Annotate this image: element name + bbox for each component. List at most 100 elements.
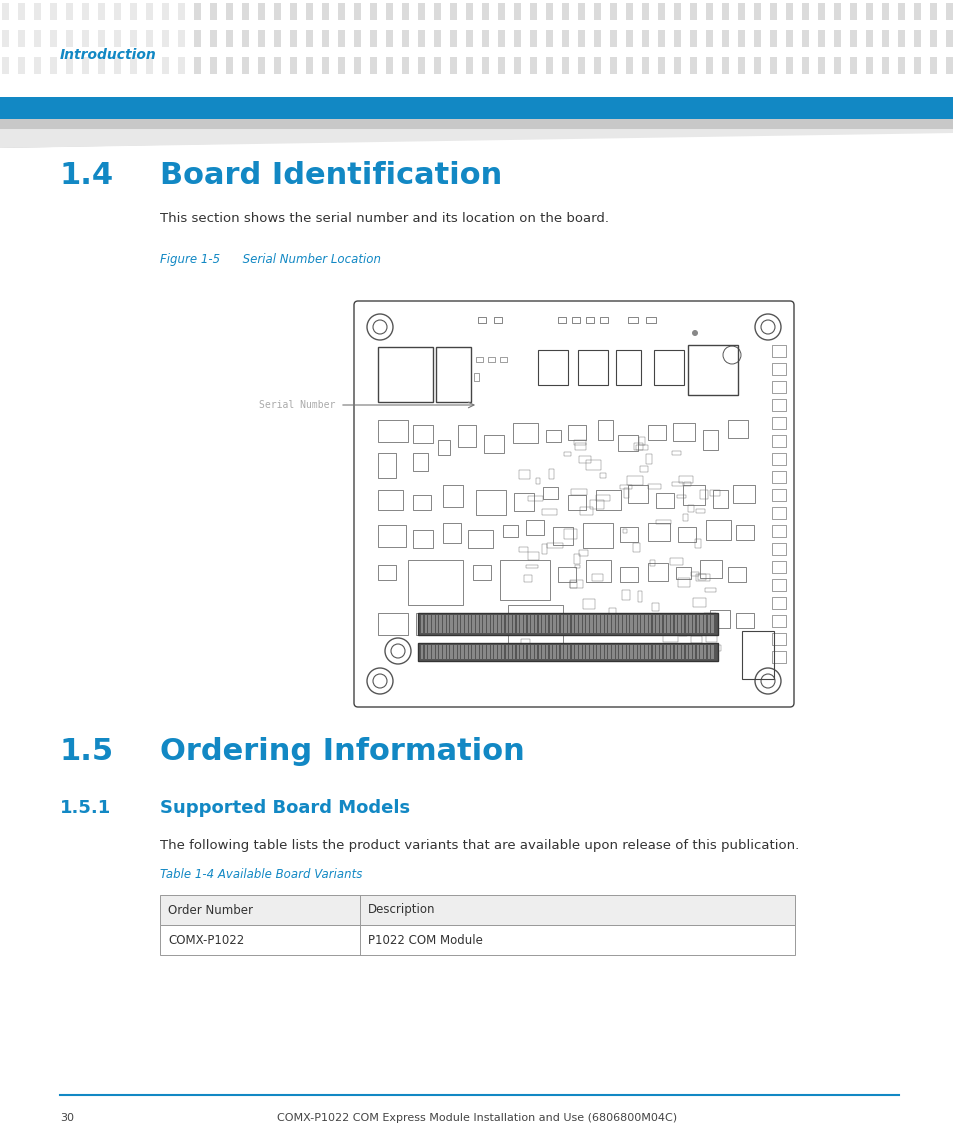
Bar [377,526,406,547]
Bar [497,615,500,633]
Bar [434,57,440,74]
Bar [563,529,577,539]
Bar [290,57,296,74]
Bar [638,645,639,660]
Bar [678,615,680,633]
Bar [242,57,249,74]
Bar [696,645,699,660]
Bar [542,487,558,499]
Bar [801,30,808,47]
Bar [476,490,505,515]
Bar [518,471,529,479]
Bar [703,645,706,660]
Bar [439,615,441,633]
Bar [575,615,578,633]
Bar [721,30,728,47]
Bar [771,633,785,645]
Bar [609,30,617,47]
Bar [882,30,888,47]
Bar [242,3,249,19]
Bar [682,485,704,505]
Bar [557,615,558,633]
Bar [929,57,936,74]
Bar [771,489,785,502]
Bar [593,645,596,660]
Bar [477,613,497,631]
Bar [536,479,539,483]
Bar [535,615,537,633]
Bar [666,615,669,633]
Bar [476,357,482,362]
Bar [640,615,643,633]
Bar [663,645,665,660]
Bar [578,350,607,385]
Bar [567,495,585,510]
Bar [682,613,700,627]
Bar [704,589,716,592]
Bar [771,615,785,627]
Bar [337,3,345,19]
Bar [687,505,694,512]
Bar [34,30,41,47]
Bar [897,30,904,47]
Bar [753,3,760,19]
Bar [377,564,395,581]
Bar [681,615,683,633]
Bar [474,373,478,381]
Bar [929,30,936,47]
Bar [574,554,579,563]
Bar [599,317,607,323]
Bar [274,57,281,74]
Text: Figure 1-5      Serial Number Location: Figure 1-5 Serial Number Location [160,253,380,267]
Bar [659,645,661,660]
Bar [437,440,450,455]
Bar [446,645,449,660]
Bar [442,485,462,507]
Bar [454,645,456,660]
Bar [461,615,463,633]
Bar [162,57,169,74]
Bar [619,527,638,542]
Bar [538,615,540,633]
Bar [574,441,585,444]
Bar [210,30,216,47]
Bar [700,560,721,578]
Bar [609,57,617,74]
Bar [337,57,345,74]
Bar [557,645,558,660]
Bar [645,317,656,323]
Bar [408,560,462,605]
Bar [641,3,648,19]
Bar [322,57,329,74]
Bar [483,645,485,660]
Bar [528,496,542,502]
Bar [644,645,647,660]
Bar [377,453,395,477]
Bar [450,57,456,74]
Bar [514,57,520,74]
Bar [561,3,568,19]
Bar [487,645,489,660]
Bar [785,57,792,74]
Bar [608,615,610,633]
Bar [530,57,537,74]
Bar [518,547,528,552]
Bar [497,645,500,660]
Bar [649,560,654,566]
Bar [652,615,655,633]
Bar [98,30,105,47]
Bar [226,30,233,47]
Bar [622,529,626,532]
Bar [582,645,584,660]
Bar [160,925,794,955]
Bar [609,3,617,19]
Bar [638,615,639,633]
Text: Board Identification: Board Identification [160,160,501,190]
Bar [523,615,526,633]
Bar [674,645,677,660]
Bar [578,551,587,555]
Bar [833,30,841,47]
Bar [439,645,441,660]
Bar [612,645,614,660]
Bar [630,615,632,633]
